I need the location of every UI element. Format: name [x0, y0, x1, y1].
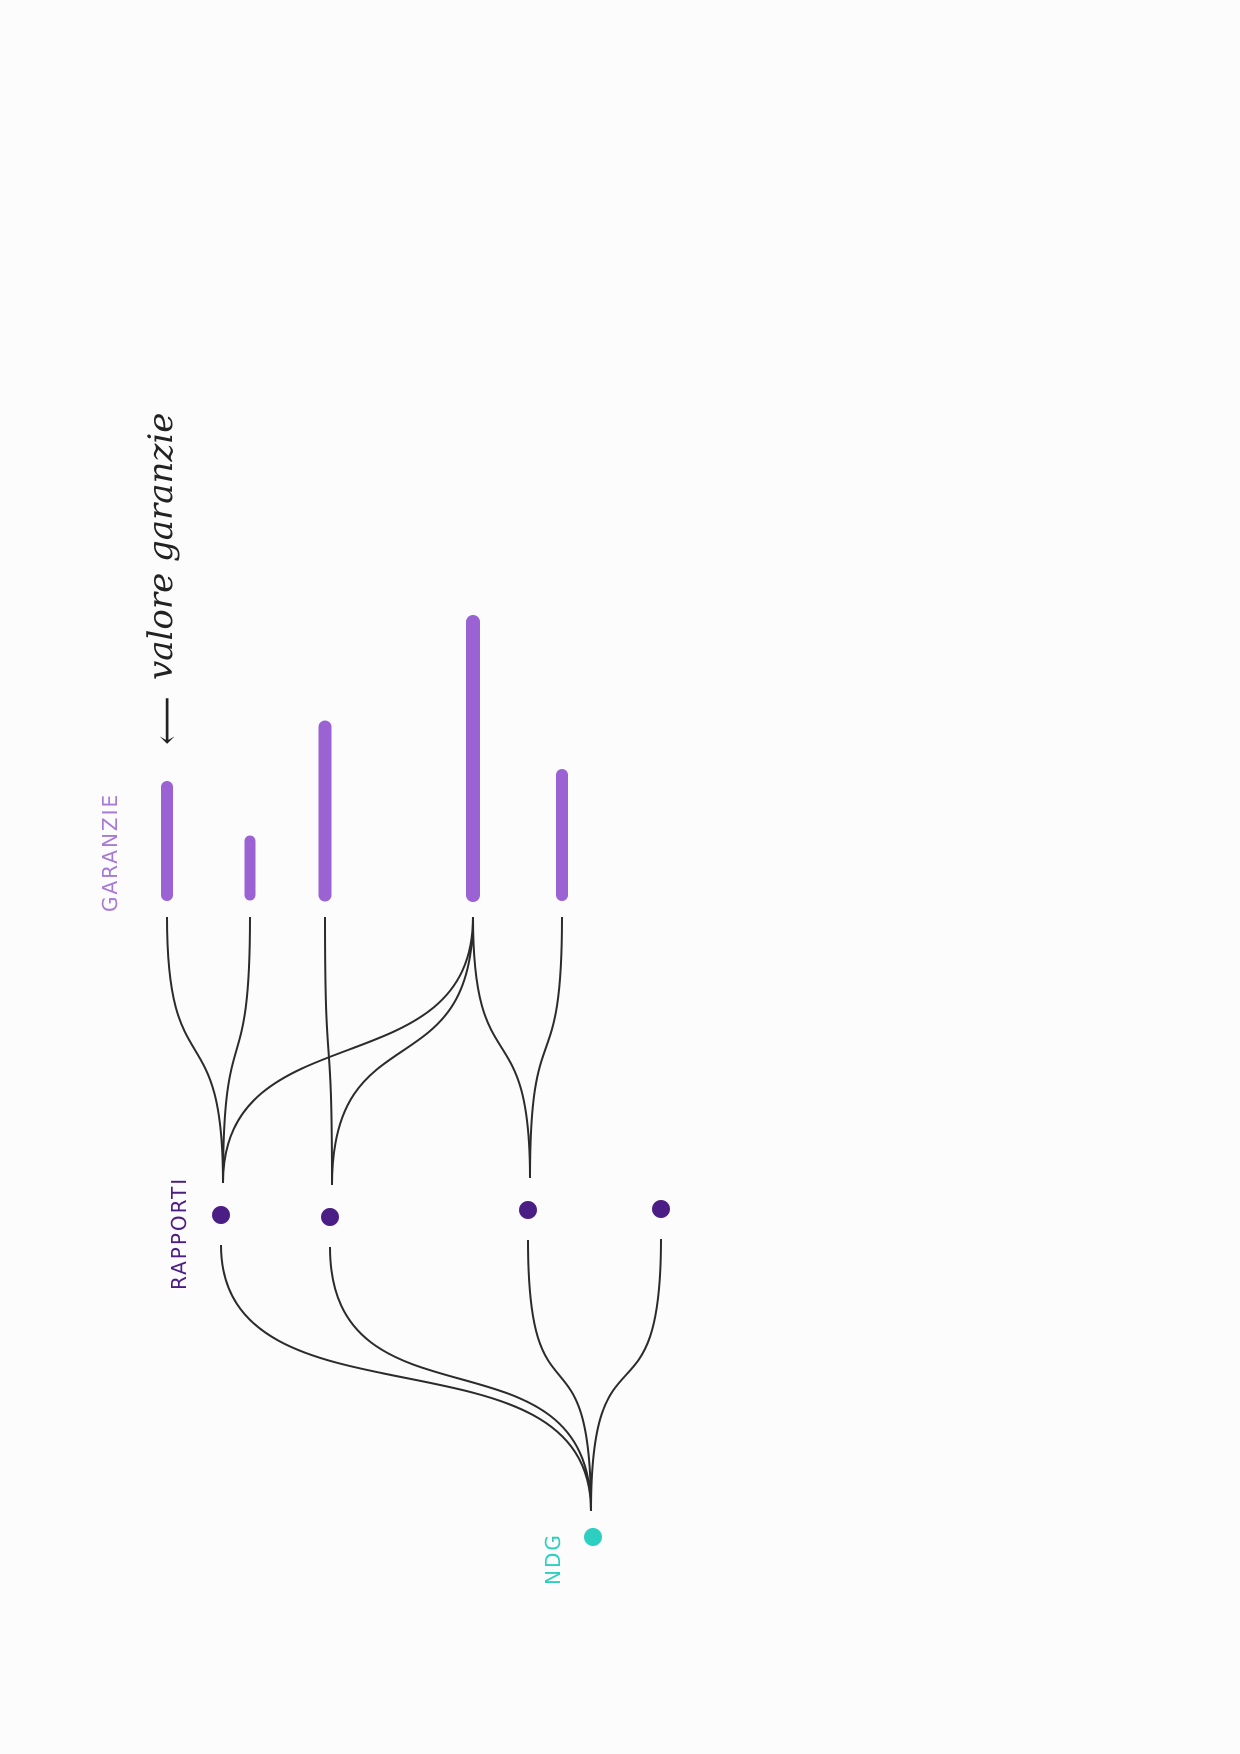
arrow-icon: ⟵: [147, 696, 187, 745]
garanzie-bars: [161, 615, 568, 902]
link-g4-r3: [472, 916, 531, 1179]
link-g1-r1: [166, 916, 224, 1184]
link-g4-r2: [331, 916, 474, 1186]
ndg-node-1: [584, 1528, 602, 1546]
annotation-valore-garanzie: valore garanzie: [141, 413, 181, 680]
link-r1-n1: [220, 1244, 592, 1512]
link-g2-r1: [222, 916, 251, 1184]
ndg-label: NDG: [541, 1533, 565, 1585]
rapporto-node-2: [321, 1208, 339, 1226]
link-r3-n1: [527, 1239, 592, 1512]
link-r2-n1: [329, 1246, 592, 1512]
rapporto-node-1: [212, 1206, 230, 1224]
link-r4-n1: [590, 1238, 662, 1512]
links-layer: [166, 916, 662, 1512]
link-g5-r3: [529, 916, 563, 1179]
garanzie-label: GARANZIE: [98, 793, 122, 912]
rapporto-node-3: [519, 1201, 537, 1219]
link-g4-r1: [222, 916, 474, 1184]
rapporto-node-4: [652, 1200, 670, 1218]
nodes-layer: [212, 1200, 670, 1546]
rapporti-label: RAPPORTI: [167, 1177, 191, 1290]
link-g3-r2: [324, 916, 333, 1186]
